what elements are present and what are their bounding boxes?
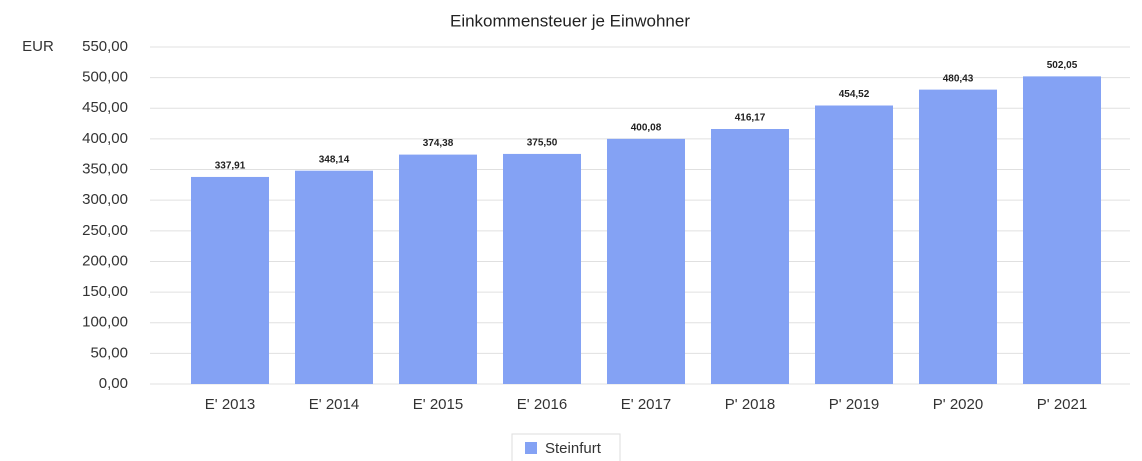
x-tick-label: E' 2014 (309, 396, 359, 413)
bar (607, 138, 685, 384)
x-tick-label: E' 2015 (413, 396, 463, 413)
y-tick-label: 500,00 (82, 69, 128, 86)
y-tick-label: 450,00 (82, 99, 128, 116)
bar (919, 89, 997, 384)
y-tick-label: 100,00 (82, 314, 128, 331)
chart-title: Einkommensteuer je Einwohner (450, 11, 690, 30)
value-label: 374,38 (423, 138, 454, 149)
value-label: 502,05 (1047, 60, 1078, 71)
legend-box (511, 433, 621, 461)
x-tick-label: E' 2013 (205, 396, 255, 413)
x-tick-label: E' 2016 (517, 396, 567, 413)
bar (295, 170, 373, 384)
bar (399, 154, 477, 384)
x-tick-label: P' 2018 (725, 396, 775, 413)
x-tick-label: P' 2019 (829, 396, 879, 413)
y-tick-label: 400,00 (82, 130, 128, 147)
y-tick-label: 550,00 (82, 38, 128, 55)
value-label: 337,91 (215, 161, 246, 172)
y-tick-label: 350,00 (82, 161, 128, 178)
legend-swatch (525, 442, 537, 454)
y-tick-label: 250,00 (82, 222, 128, 239)
x-tick-label: P' 2020 (933, 396, 983, 413)
value-label: 348,14 (319, 154, 350, 165)
bar (815, 105, 893, 384)
legend-label: Steinfurt (545, 440, 602, 457)
y-tick-label: 200,00 (82, 252, 128, 269)
value-label: 480,43 (943, 73, 974, 84)
y-tick-label: 50,00 (90, 344, 128, 361)
bar (503, 153, 581, 384)
y-tick-label: 300,00 (82, 191, 128, 208)
bar (191, 176, 269, 384)
x-tick-label: P' 2021 (1037, 396, 1087, 413)
y-tick-label: 150,00 (82, 283, 128, 300)
y-tick-label: 0,00 (99, 375, 128, 392)
value-label: 375,50 (527, 138, 558, 149)
bar (711, 129, 789, 384)
y-axis-label: EUR (22, 38, 54, 55)
x-tick-label: E' 2017 (621, 396, 671, 413)
value-label: 400,08 (631, 123, 662, 134)
value-label: 416,17 (735, 113, 766, 124)
value-label: 454,52 (839, 89, 870, 100)
bar (1023, 76, 1101, 384)
